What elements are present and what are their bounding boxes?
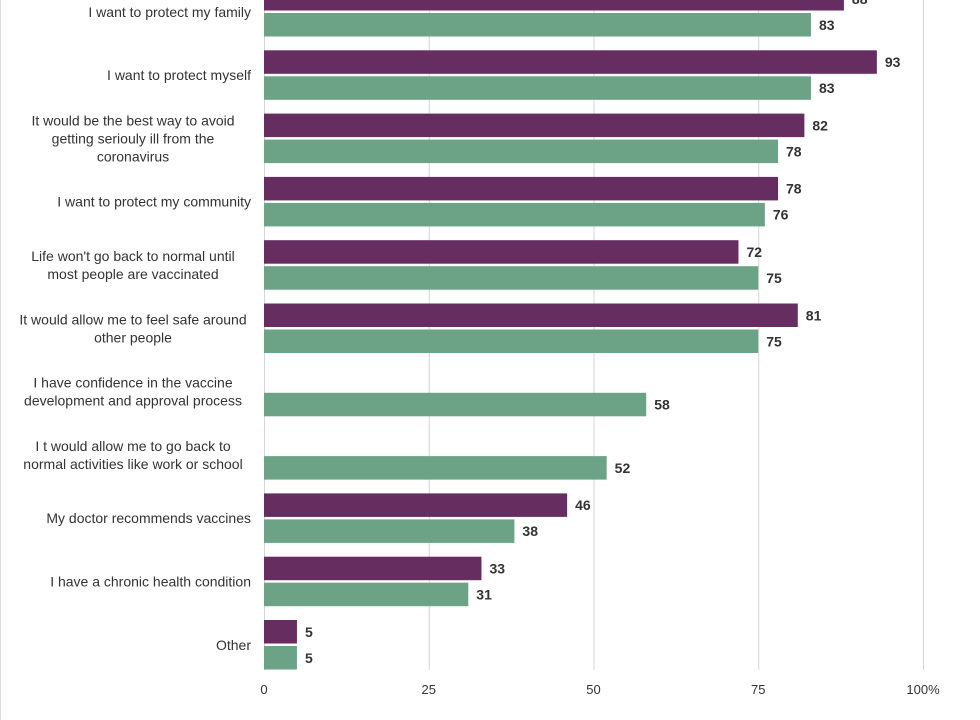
bar (264, 76, 811, 100)
bar (264, 240, 739, 264)
category-label: Life won't go back to normal until most p… (31, 248, 234, 282)
bar (264, 0, 844, 11)
data-label: 33 (489, 560, 505, 576)
data-label: 81 (806, 307, 822, 323)
data-label: 5 (305, 650, 313, 666)
data-label: 82 (812, 117, 828, 133)
x-tick-label: 100% (906, 682, 940, 697)
category-label: I want to protect myself (107, 67, 251, 83)
bar (264, 519, 515, 543)
data-label: 75 (766, 270, 782, 286)
bar (264, 620, 297, 644)
bar (264, 176, 779, 201)
category-label: It would be the best way to avoid getting… (31, 112, 234, 164)
data-label: 5 (305, 624, 313, 640)
category-label: I want to protect my community (57, 194, 251, 210)
x-tick-label: 0 (260, 682, 267, 697)
category-label: It would allow me to feel safe around oth… (19, 311, 246, 345)
data-label: 76 (773, 207, 789, 223)
data-label: 78 (786, 181, 802, 197)
data-label: 83 (819, 17, 835, 33)
bar (264, 113, 805, 138)
bar (264, 646, 297, 670)
data-label: 88 (852, 0, 868, 7)
data-label: 46 (575, 497, 591, 513)
bar (264, 493, 568, 517)
data-label: 75 (766, 333, 782, 349)
data-label: 58 (654, 397, 670, 413)
category-label: I want to protect my family (88, 4, 251, 20)
data-label: 78 (786, 143, 802, 159)
data-label: 93 (885, 54, 901, 70)
bar (264, 13, 811, 37)
data-label: 52 (615, 460, 631, 476)
category-label: I have a chronic health condition (50, 573, 251, 589)
data-label: 38 (522, 523, 538, 539)
bar (264, 556, 482, 581)
bar (264, 266, 759, 290)
category-label: I t would allow me to go back to normal a… (23, 438, 242, 472)
x-tick-label: 25 (422, 682, 436, 697)
x-tick-label: 50 (586, 682, 600, 697)
bar (264, 50, 877, 74)
category-label: Other (216, 637, 251, 653)
bar (264, 139, 779, 164)
data-label: 72 (746, 244, 762, 260)
bar (264, 202, 765, 227)
x-tick-label: 75 (751, 682, 765, 697)
bar (264, 303, 798, 327)
data-label: 31 (476, 586, 492, 602)
bar (264, 456, 607, 480)
bar (264, 582, 469, 607)
data-label: 83 (819, 80, 835, 96)
bar (264, 392, 647, 417)
bar (264, 329, 759, 353)
category-label: I have confidence in the vaccine developm… (24, 375, 242, 409)
category-label: My doctor recommends vaccines (46, 510, 251, 526)
